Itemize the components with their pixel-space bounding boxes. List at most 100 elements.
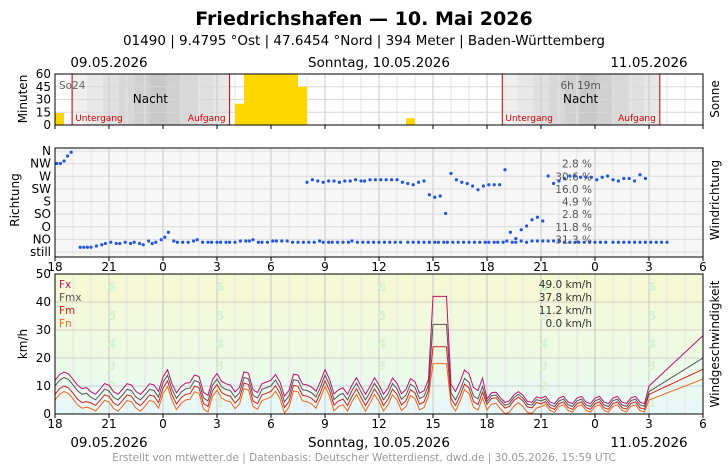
sunshine-bar <box>289 74 298 125</box>
direction-point <box>348 179 352 183</box>
direction-point <box>390 178 394 182</box>
direction-point <box>600 175 604 179</box>
direction-point <box>496 240 500 244</box>
direction-point <box>584 175 588 179</box>
direction-point <box>316 179 320 183</box>
night-label: Nacht <box>563 92 599 106</box>
direction-point <box>132 240 136 244</box>
sunshine-bar <box>253 74 262 125</box>
x-tick-label: 3 <box>213 417 221 431</box>
direction-share-label: 11.8 % <box>555 222 592 234</box>
x-tick-label: 0 <box>591 260 599 274</box>
direction-point <box>451 240 455 244</box>
direction-point <box>305 180 309 184</box>
x-tick-label: 12 <box>371 417 386 431</box>
x-tick-label: 18 <box>47 417 62 431</box>
direction-point <box>454 178 458 182</box>
x-tick-label: 6 <box>267 417 275 431</box>
direction-point <box>166 230 170 234</box>
sunshine-bar <box>271 74 280 125</box>
direction-point <box>444 211 448 216</box>
direction-point <box>150 241 154 246</box>
x-tick-label: 6 <box>699 417 707 431</box>
direction-point <box>417 240 421 244</box>
beaufort-label: 5 <box>648 309 656 323</box>
direction-point <box>627 176 631 181</box>
direction-point <box>638 173 642 177</box>
x-tick-label: 21 <box>101 260 116 274</box>
direction-point <box>481 184 485 188</box>
direction-point <box>568 240 572 244</box>
direction-point <box>399 240 403 244</box>
y-axis-label: Minuten <box>16 75 30 124</box>
x-tick-label: 21 <box>533 417 548 431</box>
right-axis-label: Windgeschwindigkeit <box>708 280 722 407</box>
direction-point <box>654 240 658 244</box>
direction-point <box>611 178 615 182</box>
direction-point <box>467 240 471 244</box>
direction-point <box>562 176 567 181</box>
direction-point <box>505 239 509 243</box>
direction-point <box>442 240 446 244</box>
sunshine-bar <box>406 118 415 125</box>
direction-point <box>181 240 185 244</box>
direction-point <box>487 183 491 187</box>
day-total-left: So24 <box>59 80 86 92</box>
direction-point <box>321 240 325 244</box>
direction-point <box>238 239 242 243</box>
sunrise-label: Aufgang <box>188 114 226 124</box>
series-line-fmx <box>54 323 704 408</box>
y-axis-label: Richtung <box>8 173 22 226</box>
direction-point <box>552 239 556 243</box>
direction-point <box>186 240 190 244</box>
sunshine-bar <box>244 74 253 125</box>
direction-point <box>100 243 104 247</box>
direction-point <box>66 154 70 158</box>
direction-point <box>195 238 199 242</box>
direction-point <box>471 184 475 188</box>
direction-point <box>476 188 480 192</box>
direction-point <box>363 179 367 183</box>
direction-point <box>487 240 491 244</box>
legend-series-name: Fx <box>59 279 71 291</box>
beaufort-label: 1 <box>108 396 116 410</box>
direction-point <box>291 240 295 244</box>
direction-point <box>546 174 550 178</box>
direction-point <box>215 240 219 244</box>
y-category-label: NW <box>30 157 51 171</box>
legend-series-name: Fn <box>59 318 72 330</box>
y-tick-label: 45 <box>36 80 51 94</box>
direction-point <box>406 240 410 244</box>
y-category-label: W <box>39 169 51 183</box>
sunset-label: Untergang <box>75 114 123 124</box>
direction-point <box>427 193 431 197</box>
direction-share-label: 30.6 % <box>555 171 592 183</box>
sunshine-bar <box>298 86 307 125</box>
direction-point <box>593 240 597 244</box>
y-tick-label: 30 <box>36 93 51 107</box>
direction-point <box>519 228 523 232</box>
direction-point <box>573 240 577 244</box>
direction-point <box>69 150 73 154</box>
direction-point <box>649 240 653 244</box>
sunshine-bar <box>262 74 271 125</box>
direction-point <box>588 240 592 244</box>
beaufort-label: 6 <box>648 280 656 294</box>
direction-point <box>94 244 98 248</box>
direction-point <box>438 194 442 198</box>
direction-point <box>244 239 248 243</box>
x-tick-label: 0 <box>159 417 167 431</box>
x-tick-label: 18 <box>47 260 62 274</box>
direction-point <box>175 240 179 244</box>
direction-point <box>433 240 437 244</box>
y-category-label: O <box>42 220 51 234</box>
direction-point <box>201 240 205 244</box>
direction-point <box>436 240 440 244</box>
direction-point <box>247 239 251 243</box>
direction-point <box>541 219 545 223</box>
direction-point <box>622 240 626 244</box>
direction-point <box>224 240 228 244</box>
sunrise-label: Aufgang <box>618 114 656 124</box>
direction-point <box>417 180 421 184</box>
night-label: Nacht <box>133 92 169 106</box>
